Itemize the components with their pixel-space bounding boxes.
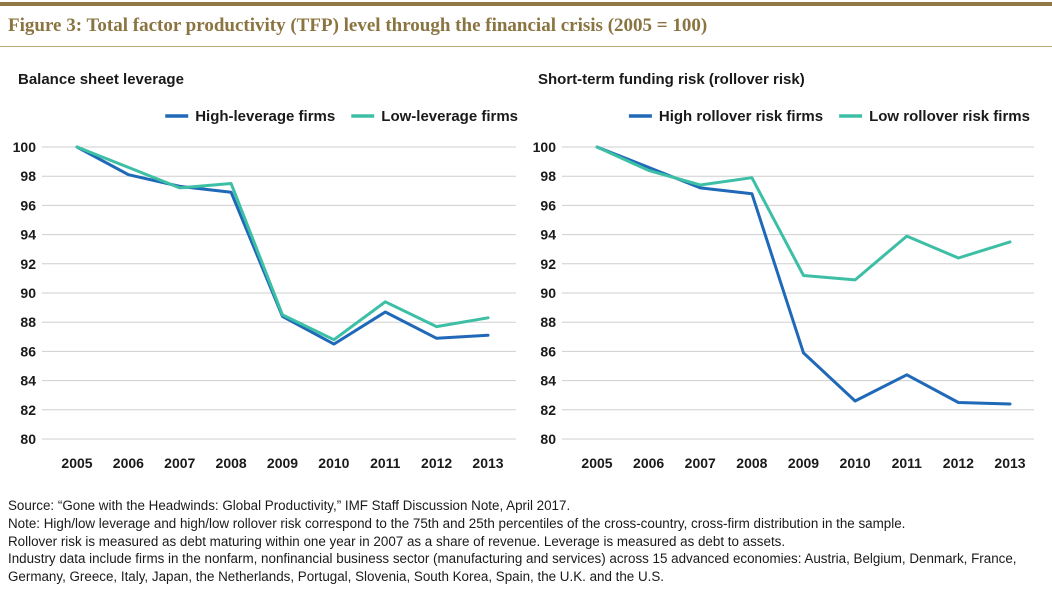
chart-legend: High-leverage firms Low-leverage firms xyxy=(165,108,518,125)
title-divider xyxy=(0,46,1052,47)
source-note: Source: “Gone with the Headwinds: Global… xyxy=(8,498,571,513)
y-tick-label: 90 xyxy=(540,285,556,301)
y-tick-label: 94 xyxy=(540,227,556,243)
x-tick-label: 2010 xyxy=(318,455,349,471)
x-tick-label: 2006 xyxy=(633,455,664,471)
figure-notes: Source: “Gone with the Headwinds: Global… xyxy=(8,497,1048,586)
chart-panel-2: Short-term funding risk (rollover risk) 1… xyxy=(533,71,1034,471)
y-tick-label: 100 xyxy=(533,139,557,155)
x-tick-label: 2007 xyxy=(685,455,716,471)
legend-label: High-leverage firms xyxy=(195,108,335,125)
y-tick-label: 92 xyxy=(20,256,36,272)
legend-label: Low rollover risk firms xyxy=(869,108,1030,125)
chart-panel-1: Balance sheet leverage 100 98 96 94 92 90 88 86 8… xyxy=(13,71,518,471)
top-accent-bar xyxy=(0,2,1052,6)
y-tick-label: 84 xyxy=(540,373,556,389)
x-tick-label: 2007 xyxy=(164,455,195,471)
x-tick-label: 2010 xyxy=(840,455,871,471)
industry-coverage-note: Industry data include firms in the nonfa… xyxy=(8,551,1017,585)
y-tick-label: 100 xyxy=(13,139,37,155)
y-tick-label: 82 xyxy=(20,402,36,418)
y-tick-label: 82 xyxy=(540,402,556,418)
panel-title: Short-term funding risk (rollover risk) xyxy=(538,71,805,88)
chart-area: Balance sheet leverage 100 98 96 94 92 90 88 86 8… xyxy=(13,71,1034,471)
x-tick-label: 2012 xyxy=(943,455,974,471)
panel-title: Balance sheet leverage xyxy=(18,71,184,88)
x-tick-label: 2005 xyxy=(61,455,92,471)
y-tick-label: 80 xyxy=(540,431,556,447)
legend-label: High rollover risk firms xyxy=(659,108,823,125)
x-tick-label: 2013 xyxy=(994,455,1025,471)
x-tick-label: 2006 xyxy=(113,455,144,471)
rollover-definition-note: Rollover risk is measured as debt maturi… xyxy=(8,533,786,549)
x-tick-label: 2013 xyxy=(472,455,503,471)
y-tick-label: 96 xyxy=(20,197,36,213)
y-tick-label: 80 xyxy=(20,431,36,447)
x-tick-label: 2005 xyxy=(581,455,612,471)
y-tick-label: 88 xyxy=(540,314,556,330)
x-tick-label: 2008 xyxy=(216,455,247,471)
y-tick-label: 90 xyxy=(20,285,36,301)
figure-title: Figure 3: Total factor productivity (TFP… xyxy=(8,15,708,36)
y-tick-label: 98 xyxy=(540,168,556,184)
y-tick-label: 92 xyxy=(540,256,556,272)
x-tick-label: 2009 xyxy=(267,455,298,471)
x-tick-label: 2011 xyxy=(370,455,401,471)
x-tick-label: 2011 xyxy=(892,455,923,471)
y-tick-label: 88 xyxy=(20,314,36,330)
y-tick-label: 98 xyxy=(20,168,36,184)
y-tick-label: 96 xyxy=(540,197,556,213)
x-tick-label: 2009 xyxy=(788,455,819,471)
y-tick-label: 86 xyxy=(20,343,36,359)
series-line-low xyxy=(75,145,490,342)
percentile-note: Note: High/low leverage and high/low rol… xyxy=(8,515,906,531)
y-tick-label: 84 xyxy=(20,373,36,389)
chart-legend: High rollover risk firms Low rollover ris… xyxy=(628,108,1030,125)
y-tick-label: 86 xyxy=(540,343,556,359)
x-tick-label: 2008 xyxy=(736,455,767,471)
x-tick-label: 2012 xyxy=(421,455,452,471)
legend-label: Low-leverage firms xyxy=(381,108,518,125)
series-line-low xyxy=(595,145,1012,282)
y-tick-label: 94 xyxy=(20,227,36,243)
